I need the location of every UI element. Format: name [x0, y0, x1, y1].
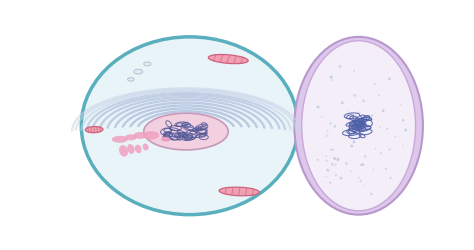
Ellipse shape	[135, 145, 142, 154]
Ellipse shape	[330, 123, 332, 125]
Ellipse shape	[337, 158, 339, 160]
Ellipse shape	[333, 158, 336, 160]
Ellipse shape	[330, 77, 332, 79]
Ellipse shape	[112, 136, 128, 143]
Ellipse shape	[335, 174, 337, 177]
Ellipse shape	[161, 137, 171, 142]
Ellipse shape	[341, 102, 344, 105]
Ellipse shape	[386, 128, 388, 130]
Ellipse shape	[363, 185, 365, 187]
Ellipse shape	[321, 116, 323, 118]
Ellipse shape	[128, 78, 134, 82]
Ellipse shape	[394, 136, 396, 138]
Ellipse shape	[364, 116, 366, 118]
Ellipse shape	[301, 42, 416, 211]
Ellipse shape	[356, 113, 358, 115]
Ellipse shape	[338, 66, 341, 69]
Ellipse shape	[404, 129, 407, 132]
Ellipse shape	[334, 164, 337, 166]
Ellipse shape	[370, 193, 373, 195]
Ellipse shape	[326, 135, 328, 137]
Ellipse shape	[144, 63, 151, 66]
Ellipse shape	[359, 135, 362, 138]
Ellipse shape	[317, 159, 319, 161]
Ellipse shape	[375, 148, 376, 150]
Ellipse shape	[331, 80, 333, 82]
Ellipse shape	[331, 163, 334, 166]
Ellipse shape	[143, 144, 148, 151]
Ellipse shape	[361, 164, 364, 166]
Ellipse shape	[373, 169, 374, 170]
Ellipse shape	[390, 177, 392, 178]
Ellipse shape	[360, 180, 362, 182]
Ellipse shape	[82, 38, 298, 215]
Ellipse shape	[294, 38, 423, 215]
Ellipse shape	[327, 169, 329, 172]
Ellipse shape	[388, 149, 391, 151]
Ellipse shape	[374, 83, 376, 85]
Ellipse shape	[385, 168, 387, 170]
Ellipse shape	[371, 115, 373, 117]
Ellipse shape	[382, 110, 385, 113]
Ellipse shape	[378, 95, 380, 97]
Ellipse shape	[332, 149, 334, 151]
Ellipse shape	[326, 176, 327, 178]
Ellipse shape	[358, 112, 360, 114]
Ellipse shape	[380, 152, 382, 154]
Ellipse shape	[327, 130, 328, 132]
Ellipse shape	[345, 162, 348, 165]
Ellipse shape	[144, 114, 228, 150]
Ellipse shape	[336, 158, 339, 162]
Ellipse shape	[125, 135, 137, 141]
Ellipse shape	[364, 156, 366, 158]
Ellipse shape	[402, 120, 404, 122]
Ellipse shape	[400, 104, 401, 106]
Ellipse shape	[353, 70, 355, 72]
Ellipse shape	[353, 94, 356, 98]
Ellipse shape	[350, 145, 353, 148]
Ellipse shape	[334, 125, 337, 128]
Ellipse shape	[219, 188, 259, 196]
Ellipse shape	[365, 121, 367, 123]
Ellipse shape	[350, 171, 352, 172]
Ellipse shape	[379, 126, 381, 128]
Ellipse shape	[326, 156, 327, 158]
Ellipse shape	[362, 100, 365, 103]
Ellipse shape	[339, 177, 342, 180]
Ellipse shape	[119, 146, 128, 157]
Ellipse shape	[402, 145, 403, 147]
Ellipse shape	[325, 160, 328, 162]
Ellipse shape	[353, 141, 356, 144]
Ellipse shape	[127, 144, 135, 154]
Ellipse shape	[360, 164, 362, 166]
Ellipse shape	[389, 178, 391, 180]
Ellipse shape	[388, 78, 391, 81]
Ellipse shape	[134, 70, 143, 75]
Ellipse shape	[329, 182, 331, 184]
Ellipse shape	[317, 106, 319, 109]
Ellipse shape	[85, 127, 103, 133]
Ellipse shape	[143, 132, 159, 140]
Ellipse shape	[330, 76, 333, 79]
Ellipse shape	[347, 110, 348, 112]
Ellipse shape	[330, 150, 332, 152]
Ellipse shape	[134, 132, 146, 139]
Ellipse shape	[358, 177, 360, 179]
Ellipse shape	[208, 55, 248, 64]
